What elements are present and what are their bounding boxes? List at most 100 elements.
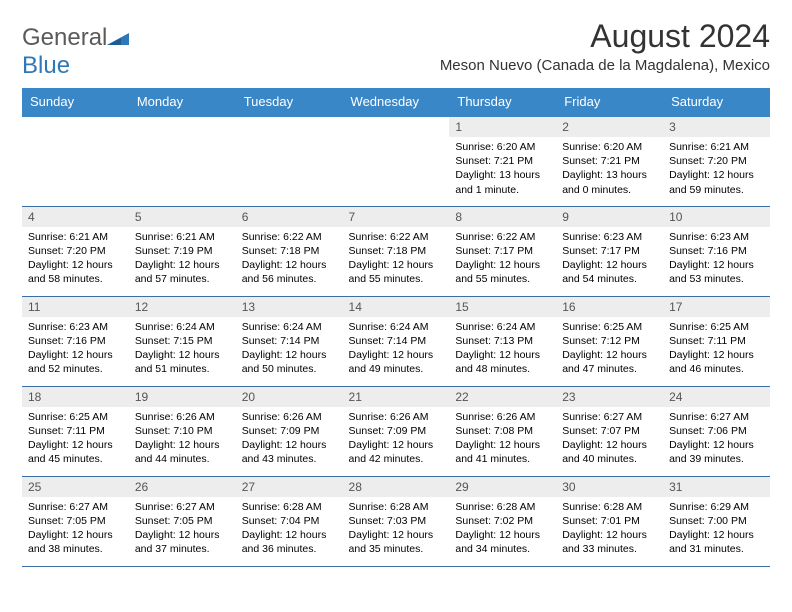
day-info: Sunrise: 6:23 AMSunset: 7:16 PMDaylight:… — [22, 317, 129, 383]
sunset-text: Sunset: 7:04 PM — [242, 514, 337, 528]
day-number: 7 — [343, 207, 450, 227]
sunrise-text: Sunrise: 6:25 AM — [669, 320, 764, 334]
sunset-text: Sunset: 7:15 PM — [135, 334, 230, 348]
sunrise-text: Sunrise: 6:25 AM — [562, 320, 657, 334]
daylight-text: Daylight: 12 hours and 42 minutes. — [349, 438, 444, 466]
day-number: 1 — [449, 117, 556, 137]
sunrise-text: Sunrise: 6:23 AM — [669, 230, 764, 244]
daylight-text: Daylight: 12 hours and 55 minutes. — [455, 258, 550, 286]
calendar-table: Sunday Monday Tuesday Wednesday Thursday… — [22, 88, 770, 567]
daylight-text: Daylight: 13 hours and 0 minutes. — [562, 168, 657, 196]
day-info: Sunrise: 6:25 AMSunset: 7:12 PMDaylight:… — [556, 317, 663, 383]
calendar-cell: 8Sunrise: 6:22 AMSunset: 7:17 PMDaylight… — [449, 206, 556, 296]
daylight-text: Daylight: 12 hours and 36 minutes. — [242, 528, 337, 556]
day-number: 9 — [556, 207, 663, 227]
day-info: Sunrise: 6:26 AMSunset: 7:09 PMDaylight:… — [343, 407, 450, 473]
sunset-text: Sunset: 7:02 PM — [455, 514, 550, 528]
sunrise-text: Sunrise: 6:23 AM — [562, 230, 657, 244]
sunset-text: Sunset: 7:08 PM — [455, 424, 550, 438]
daylight-text: Daylight: 12 hours and 33 minutes. — [562, 528, 657, 556]
sunrise-text: Sunrise: 6:27 AM — [669, 410, 764, 424]
sunrise-text: Sunrise: 6:24 AM — [455, 320, 550, 334]
calendar-cell — [22, 116, 129, 206]
daylight-text: Daylight: 12 hours and 44 minutes. — [135, 438, 230, 466]
day-info: Sunrise: 6:21 AMSunset: 7:20 PMDaylight:… — [22, 227, 129, 293]
daylight-text: Daylight: 12 hours and 52 minutes. — [28, 348, 123, 376]
day-number: 14 — [343, 297, 450, 317]
daylight-text: Daylight: 12 hours and 56 minutes. — [242, 258, 337, 286]
header: General Blue August 2024 Meson Nuevo (Ca… — [22, 18, 770, 80]
day-number: 31 — [663, 477, 770, 497]
day-info: Sunrise: 6:27 AMSunset: 7:07 PMDaylight:… — [556, 407, 663, 473]
calendar-cell: 13Sunrise: 6:24 AMSunset: 7:14 PMDayligh… — [236, 296, 343, 386]
sunrise-text: Sunrise: 6:27 AM — [135, 500, 230, 514]
calendar-cell: 5Sunrise: 6:21 AMSunset: 7:19 PMDaylight… — [129, 206, 236, 296]
sunrise-text: Sunrise: 6:25 AM — [28, 410, 123, 424]
calendar-cell: 2Sunrise: 6:20 AMSunset: 7:21 PMDaylight… — [556, 116, 663, 206]
daylight-text: Daylight: 12 hours and 39 minutes. — [669, 438, 764, 466]
calendar-cell: 27Sunrise: 6:28 AMSunset: 7:04 PMDayligh… — [236, 476, 343, 566]
daylight-text: Daylight: 12 hours and 41 minutes. — [455, 438, 550, 466]
daylight-text: Daylight: 12 hours and 35 minutes. — [349, 528, 444, 556]
day-number: 24 — [663, 387, 770, 407]
calendar-row: 4Sunrise: 6:21 AMSunset: 7:20 PMDaylight… — [22, 206, 770, 296]
calendar-cell: 3Sunrise: 6:21 AMSunset: 7:20 PMDaylight… — [663, 116, 770, 206]
day-info: Sunrise: 6:21 AMSunset: 7:20 PMDaylight:… — [663, 137, 770, 203]
sunset-text: Sunset: 7:21 PM — [455, 154, 550, 168]
logo-general-text: General — [22, 24, 107, 51]
daylight-text: Daylight: 12 hours and 51 minutes. — [135, 348, 230, 376]
daylight-text: Daylight: 12 hours and 45 minutes. — [28, 438, 123, 466]
calendar-cell: 28Sunrise: 6:28 AMSunset: 7:03 PMDayligh… — [343, 476, 450, 566]
day-info: Sunrise: 6:24 AMSunset: 7:15 PMDaylight:… — [129, 317, 236, 383]
sunrise-text: Sunrise: 6:24 AM — [242, 320, 337, 334]
day-info: Sunrise: 6:24 AMSunset: 7:14 PMDaylight:… — [236, 317, 343, 383]
sunset-text: Sunset: 7:17 PM — [455, 244, 550, 258]
sunset-text: Sunset: 7:07 PM — [562, 424, 657, 438]
calendar-cell: 19Sunrise: 6:26 AMSunset: 7:10 PMDayligh… — [129, 386, 236, 476]
calendar-cell: 22Sunrise: 6:26 AMSunset: 7:08 PMDayligh… — [449, 386, 556, 476]
sunrise-text: Sunrise: 6:20 AM — [455, 140, 550, 154]
sunrise-text: Sunrise: 6:24 AM — [135, 320, 230, 334]
calendar-row: 11Sunrise: 6:23 AMSunset: 7:16 PMDayligh… — [22, 296, 770, 386]
daylight-text: Daylight: 13 hours and 1 minute. — [455, 168, 550, 196]
calendar-cell: 31Sunrise: 6:29 AMSunset: 7:00 PMDayligh… — [663, 476, 770, 566]
daylight-text: Daylight: 12 hours and 37 minutes. — [135, 528, 230, 556]
day-info: Sunrise: 6:27 AMSunset: 7:06 PMDaylight:… — [663, 407, 770, 473]
daylight-text: Daylight: 12 hours and 47 minutes. — [562, 348, 657, 376]
sunset-text: Sunset: 7:01 PM — [562, 514, 657, 528]
daylight-text: Daylight: 12 hours and 38 minutes. — [28, 528, 123, 556]
calendar-cell: 25Sunrise: 6:27 AMSunset: 7:05 PMDayligh… — [22, 476, 129, 566]
sunrise-text: Sunrise: 6:23 AM — [28, 320, 123, 334]
day-info: Sunrise: 6:22 AMSunset: 7:18 PMDaylight:… — [343, 227, 450, 293]
day-number: 26 — [129, 477, 236, 497]
sunrise-text: Sunrise: 6:22 AM — [455, 230, 550, 244]
sunrise-text: Sunrise: 6:28 AM — [349, 500, 444, 514]
calendar-cell — [343, 116, 450, 206]
day-info: Sunrise: 6:23 AMSunset: 7:17 PMDaylight:… — [556, 227, 663, 293]
calendar-cell: 12Sunrise: 6:24 AMSunset: 7:15 PMDayligh… — [129, 296, 236, 386]
calendar-row: 25Sunrise: 6:27 AMSunset: 7:05 PMDayligh… — [22, 476, 770, 566]
day-info: Sunrise: 6:25 AMSunset: 7:11 PMDaylight:… — [22, 407, 129, 473]
calendar-row: 18Sunrise: 6:25 AMSunset: 7:11 PMDayligh… — [22, 386, 770, 476]
calendar-cell: 11Sunrise: 6:23 AMSunset: 7:16 PMDayligh… — [22, 296, 129, 386]
calendar-cell: 29Sunrise: 6:28 AMSunset: 7:02 PMDayligh… — [449, 476, 556, 566]
day-info: Sunrise: 6:26 AMSunset: 7:10 PMDaylight:… — [129, 407, 236, 473]
sunset-text: Sunset: 7:09 PM — [349, 424, 444, 438]
sunset-text: Sunset: 7:09 PM — [242, 424, 337, 438]
calendar-cell: 18Sunrise: 6:25 AMSunset: 7:11 PMDayligh… — [22, 386, 129, 476]
day-number: 22 — [449, 387, 556, 407]
day-info: Sunrise: 6:20 AMSunset: 7:21 PMDaylight:… — [449, 137, 556, 203]
daylight-text: Daylight: 12 hours and 48 minutes. — [455, 348, 550, 376]
daylight-text: Daylight: 12 hours and 40 minutes. — [562, 438, 657, 466]
calendar-cell — [129, 116, 236, 206]
page-title: August 2024 — [440, 18, 770, 55]
calendar-cell: 7Sunrise: 6:22 AMSunset: 7:18 PMDaylight… — [343, 206, 450, 296]
sunrise-text: Sunrise: 6:26 AM — [349, 410, 444, 424]
sunrise-text: Sunrise: 6:27 AM — [28, 500, 123, 514]
logo: General Blue — [22, 24, 129, 80]
day-number: 23 — [556, 387, 663, 407]
day-number: 13 — [236, 297, 343, 317]
sunrise-text: Sunrise: 6:22 AM — [242, 230, 337, 244]
daylight-text: Daylight: 12 hours and 50 minutes. — [242, 348, 337, 376]
calendar-cell: 30Sunrise: 6:28 AMSunset: 7:01 PMDayligh… — [556, 476, 663, 566]
